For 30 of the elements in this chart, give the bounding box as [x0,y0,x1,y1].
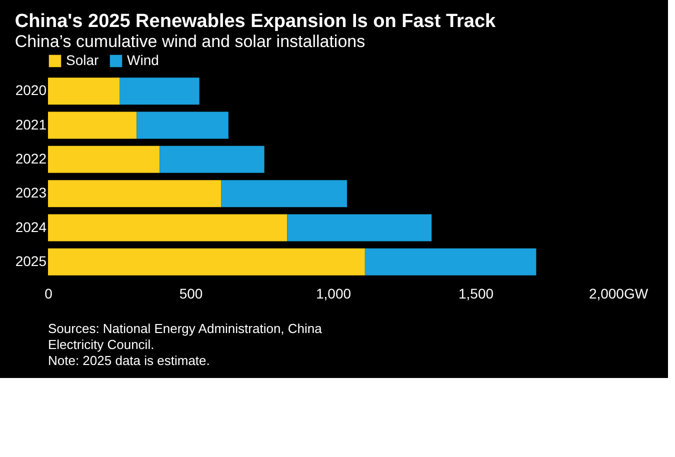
x-tick-label: 0 [44,286,53,302]
chart-subtitle: China’s cumulative wind and solar installations [14,32,366,51]
bar [160,146,264,173]
bar [48,146,160,173]
bar [120,78,200,105]
y-tick-label: 2020 [15,82,47,98]
y-tick-label: 2022 [15,150,47,166]
chart-title: China's 2025 Renewables Expansion Is on Fast Track [14,11,496,32]
bar [48,112,137,139]
x-tick-label: 1,500 [458,286,494,302]
bar [48,180,222,208]
x-tick-label: 1,000 [316,286,352,302]
source-note: Sources: National Energy Administration, China [48,321,323,336]
bar [48,248,365,276]
x-tick-label: 500 [179,286,203,302]
y-tick-label: 2021 [15,116,47,132]
text: Electricity Council. [48,337,154,352]
bar [48,78,120,105]
bar [364,248,536,276]
bar [136,112,228,139]
text: Note: 2025 data is estimate. [48,353,210,368]
bar [48,214,288,242]
y-tick-label: 2023 [15,184,47,201]
y-tick-label: 2025 [15,252,47,269]
legend-label: Wind [127,52,159,68]
x-tick-label: 2,000GW [588,286,649,302]
y-tick-label: 2024 [15,218,47,235]
bar [221,180,347,208]
bar [287,214,432,242]
legend-label: Solar [66,52,100,68]
